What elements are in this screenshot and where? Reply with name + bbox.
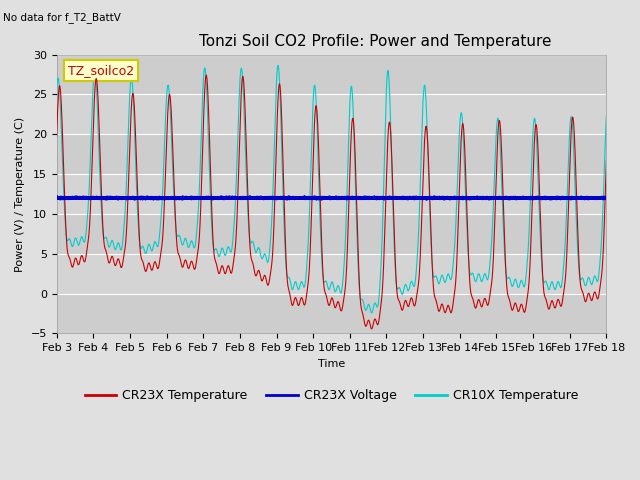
Bar bbox=[57, 134, 606, 174]
Bar bbox=[57, 214, 606, 254]
Bar bbox=[57, 294, 606, 334]
Bar bbox=[57, 55, 606, 95]
Text: No data for f_T2_BattV: No data for f_T2_BattV bbox=[3, 12, 121, 23]
Y-axis label: Power (V) / Temperature (C): Power (V) / Temperature (C) bbox=[15, 117, 25, 272]
Title: Tonzi Soil CO2 Profile: Power and Temperature: Tonzi Soil CO2 Profile: Power and Temper… bbox=[199, 34, 552, 49]
Text: TZ_soilco2: TZ_soilco2 bbox=[68, 64, 134, 77]
X-axis label: Time: Time bbox=[318, 359, 345, 369]
Legend: CR23X Temperature, CR23X Voltage, CR10X Temperature: CR23X Temperature, CR23X Voltage, CR10X … bbox=[80, 384, 583, 408]
